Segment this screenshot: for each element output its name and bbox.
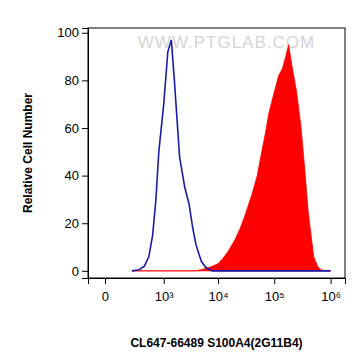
y-tick-mark bbox=[82, 271, 88, 272]
y-tick-label: 80 bbox=[65, 73, 79, 88]
line-series bbox=[132, 40, 331, 271]
x-tick-mark bbox=[105, 278, 106, 284]
y-tick-mark bbox=[82, 223, 88, 224]
x-tick: 10⁵ bbox=[265, 278, 285, 304]
x-axis-title: CL647-66489 S100A4(2G11B4) bbox=[130, 336, 302, 350]
x-tick: 0 bbox=[102, 278, 109, 304]
x-tick-mark bbox=[331, 278, 332, 284]
y-axis-title: Relative Cell Number bbox=[21, 93, 35, 213]
y-tick-mark bbox=[82, 128, 88, 129]
plot-area bbox=[132, 40, 331, 271]
y-tick: 80 bbox=[65, 73, 88, 88]
x-tick-mark bbox=[218, 278, 219, 284]
y-tick: 40 bbox=[65, 168, 88, 183]
x-tick-label: 10⁵ bbox=[265, 289, 285, 304]
x-tick-mark bbox=[274, 278, 275, 284]
area-series bbox=[132, 45, 331, 271]
x-tick: 10³ bbox=[155, 278, 174, 304]
y-tick: 100 bbox=[57, 25, 88, 40]
y-tick-label: 100 bbox=[57, 25, 79, 40]
y-tick: 20 bbox=[65, 216, 88, 231]
y-tick-mark bbox=[82, 33, 88, 34]
y-tick-label: 20 bbox=[65, 216, 79, 231]
chart: WWW.PTGLAB.COM010³10⁴10⁵10⁶020406080100C… bbox=[0, 0, 364, 363]
y-tick-label: 40 bbox=[65, 168, 79, 183]
y-tick-label: 60 bbox=[65, 121, 79, 136]
x-axis: 0 10³ 10⁴ 10⁵ 10⁶ bbox=[89, 278, 346, 304]
y-tick-mark bbox=[82, 80, 88, 81]
y-tick: 0 bbox=[72, 264, 88, 279]
y-axis-line bbox=[82, 29, 89, 279]
x-tick: 10⁶ bbox=[321, 278, 341, 304]
y-tick: 60 bbox=[65, 121, 88, 136]
plot-frame bbox=[88, 28, 345, 278]
x-tick-label: 10⁴ bbox=[209, 289, 229, 304]
x-tick-label: 10³ bbox=[155, 289, 174, 304]
y-axis: 0 20 40 60 80 100 bbox=[57, 25, 88, 278]
y-tick-label: 0 bbox=[72, 264, 79, 279]
x-tick: 10⁴ bbox=[209, 278, 229, 304]
x-tick-label: 0 bbox=[102, 289, 109, 304]
x-tick-label: 10⁶ bbox=[321, 289, 341, 304]
x-axis-line bbox=[89, 279, 346, 285]
x-tick-mark bbox=[164, 278, 165, 284]
y-tick-mark bbox=[82, 176, 88, 177]
